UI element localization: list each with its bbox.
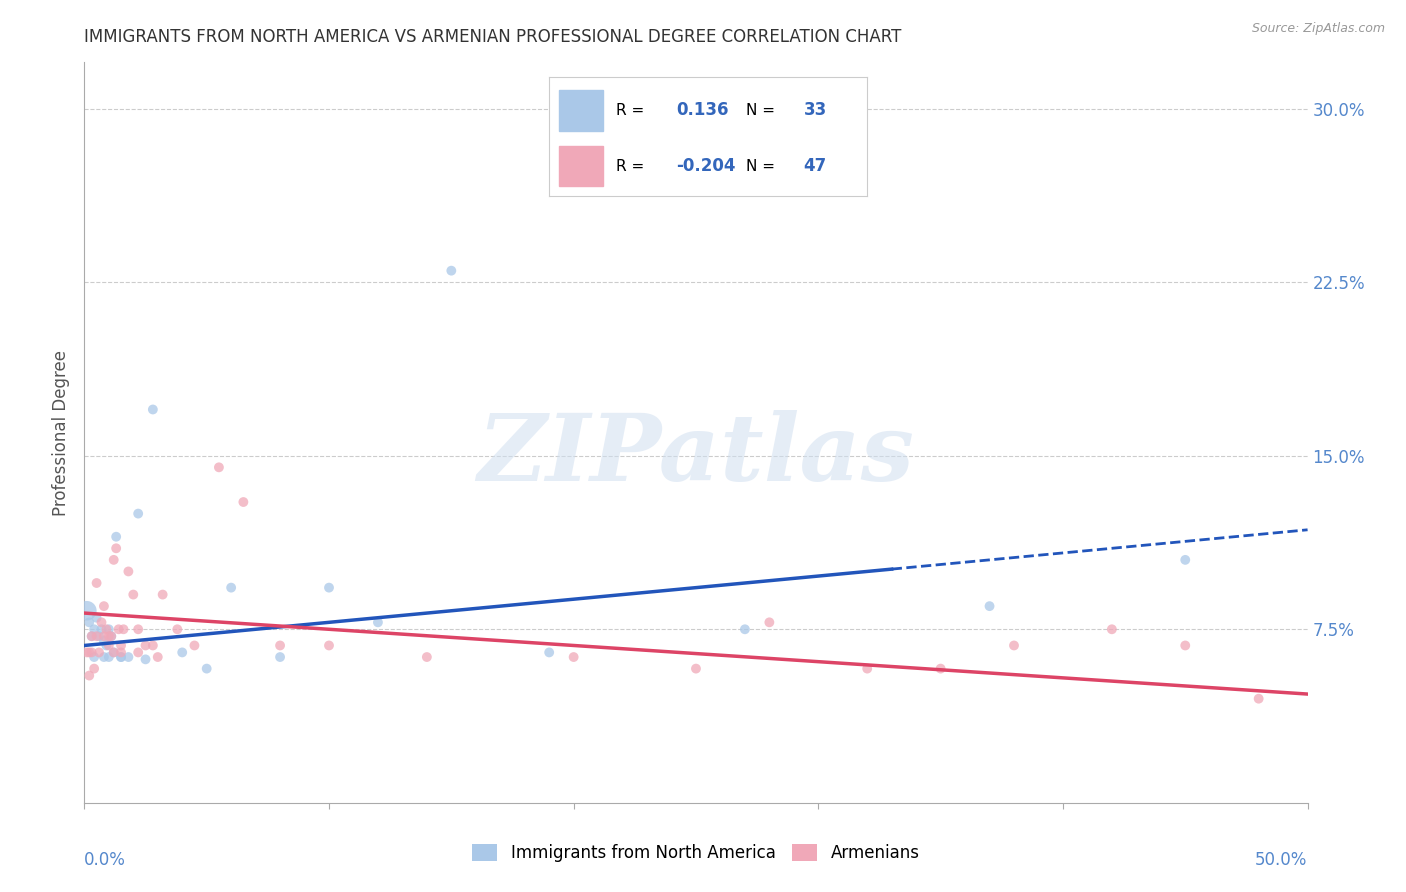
Point bbox=[80, 645, 103, 659]
Point bbox=[127, 507, 149, 521]
Point bbox=[142, 402, 165, 417]
Point bbox=[269, 639, 291, 653]
Point bbox=[367, 615, 389, 630]
Point bbox=[100, 629, 122, 643]
Point bbox=[166, 622, 188, 636]
Point bbox=[86, 576, 108, 591]
Point bbox=[1174, 553, 1197, 567]
Point bbox=[87, 629, 110, 643]
Point bbox=[90, 615, 112, 630]
Point bbox=[97, 622, 120, 636]
Point bbox=[219, 581, 242, 595]
Point bbox=[562, 650, 585, 665]
Point bbox=[172, 645, 194, 659]
Point bbox=[127, 622, 149, 636]
Point bbox=[76, 604, 98, 618]
Point bbox=[93, 633, 115, 648]
Point bbox=[135, 652, 157, 666]
Point bbox=[1174, 639, 1197, 653]
Point bbox=[856, 662, 879, 676]
Point bbox=[232, 495, 254, 509]
Point bbox=[80, 629, 103, 643]
Point bbox=[103, 645, 125, 659]
Point bbox=[979, 599, 1001, 614]
Point bbox=[87, 645, 110, 659]
Text: IMMIGRANTS FROM NORTH AMERICA VS ARMENIAN PROFESSIONAL DEGREE CORRELATION CHART: IMMIGRANTS FROM NORTH AMERICA VS ARMENIA… bbox=[84, 28, 901, 45]
Point bbox=[538, 645, 561, 659]
Point bbox=[758, 615, 780, 630]
Point bbox=[97, 629, 120, 643]
Point bbox=[96, 639, 118, 653]
Point bbox=[96, 622, 118, 636]
Legend: Immigrants from North America, Armenians: Immigrants from North America, Armenians bbox=[465, 837, 927, 869]
Point bbox=[112, 622, 135, 636]
Point bbox=[1101, 622, 1123, 636]
Y-axis label: Professional Degree: Professional Degree bbox=[52, 350, 70, 516]
Point bbox=[93, 650, 115, 665]
Point bbox=[929, 662, 952, 676]
Point bbox=[1002, 639, 1025, 653]
Point bbox=[77, 668, 100, 682]
Point bbox=[97, 650, 120, 665]
Point bbox=[318, 639, 340, 653]
Point bbox=[146, 650, 169, 665]
Point bbox=[208, 460, 231, 475]
Text: ZIPatlas: ZIPatlas bbox=[478, 409, 914, 500]
Point bbox=[93, 629, 115, 643]
Point bbox=[90, 622, 112, 636]
Point bbox=[77, 615, 100, 630]
Point bbox=[127, 645, 149, 659]
Point bbox=[1247, 691, 1270, 706]
Point bbox=[440, 263, 463, 277]
Point bbox=[77, 645, 100, 659]
Text: 50.0%: 50.0% bbox=[1256, 851, 1308, 869]
Point bbox=[103, 553, 125, 567]
Point bbox=[122, 588, 145, 602]
Point bbox=[76, 645, 98, 659]
Text: Source: ZipAtlas.com: Source: ZipAtlas.com bbox=[1251, 22, 1385, 36]
Point bbox=[152, 588, 174, 602]
Point bbox=[734, 622, 756, 636]
Point bbox=[110, 650, 132, 665]
Point bbox=[83, 662, 105, 676]
Point bbox=[117, 565, 139, 579]
Point bbox=[110, 639, 132, 653]
Point bbox=[83, 650, 105, 665]
Point bbox=[100, 629, 122, 643]
Point bbox=[103, 645, 125, 659]
Point bbox=[135, 639, 157, 653]
Point bbox=[183, 639, 205, 653]
Point bbox=[97, 639, 120, 653]
Point bbox=[110, 650, 132, 665]
Point bbox=[105, 541, 128, 556]
Point bbox=[80, 629, 103, 643]
Point bbox=[685, 662, 707, 676]
Point bbox=[117, 650, 139, 665]
Text: 0.0%: 0.0% bbox=[84, 851, 127, 869]
Point bbox=[93, 599, 115, 614]
Point bbox=[195, 662, 218, 676]
Point bbox=[86, 610, 108, 624]
Point bbox=[86, 629, 108, 643]
Point bbox=[416, 650, 439, 665]
Point bbox=[83, 622, 105, 636]
Point bbox=[110, 645, 132, 659]
Point bbox=[105, 530, 128, 544]
Point bbox=[107, 622, 129, 636]
Point bbox=[318, 581, 340, 595]
Point bbox=[269, 650, 291, 665]
Point bbox=[142, 639, 165, 653]
